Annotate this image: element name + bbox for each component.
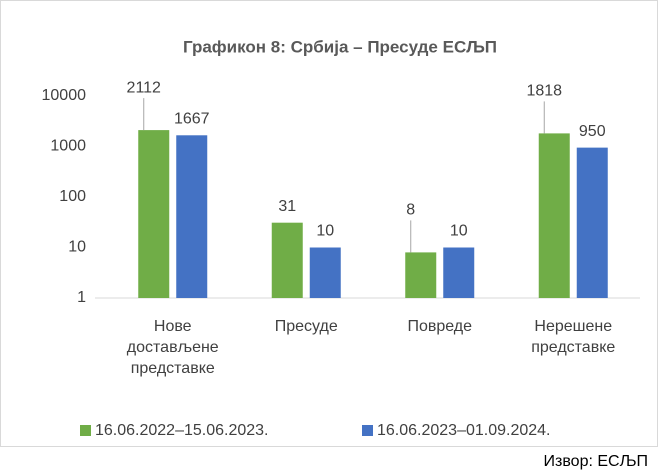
- bar: [538, 133, 570, 298]
- legend-swatch: [80, 425, 91, 436]
- bar: [443, 247, 475, 298]
- legend-label: 16.06.2023–01.09.2024.: [377, 422, 551, 439]
- y-tick-label: 1: [77, 289, 86, 306]
- data-label: 950: [579, 123, 606, 140]
- data-label: 2112: [127, 79, 162, 96]
- bar: [405, 252, 437, 298]
- source-note: Извор: ЕСЉП: [544, 453, 648, 470]
- bar: [576, 147, 608, 298]
- x-tick-label: Повреде: [407, 318, 473, 335]
- data-label: 1667: [174, 111, 210, 128]
- data-label: 10: [316, 223, 334, 240]
- data-label: 8: [406, 202, 415, 219]
- bar: [176, 135, 208, 298]
- data-label: 10: [450, 223, 468, 240]
- y-tick-label: 10: [68, 239, 86, 256]
- y-tick-label: 100: [59, 188, 86, 205]
- chart-title: Графикон 8: Србија – Пресуде ЕСЉП: [183, 37, 497, 56]
- y-tick-label: 1000: [50, 138, 86, 155]
- data-label: 31: [278, 198, 296, 215]
- y-tick-label: 10000: [42, 87, 87, 104]
- legend-label: 16.06.2022–15.06.2023.: [95, 422, 269, 439]
- data-label: 1818: [526, 83, 562, 100]
- x-tick-label: Пресуде: [274, 318, 338, 335]
- legend-swatch: [362, 425, 373, 436]
- x-tick-label: Нове достављене представке: [126, 318, 219, 377]
- bar: [271, 222, 303, 298]
- bar: [309, 247, 341, 298]
- bar: [138, 130, 170, 298]
- x-tick-label: Нерешене представке: [531, 318, 616, 356]
